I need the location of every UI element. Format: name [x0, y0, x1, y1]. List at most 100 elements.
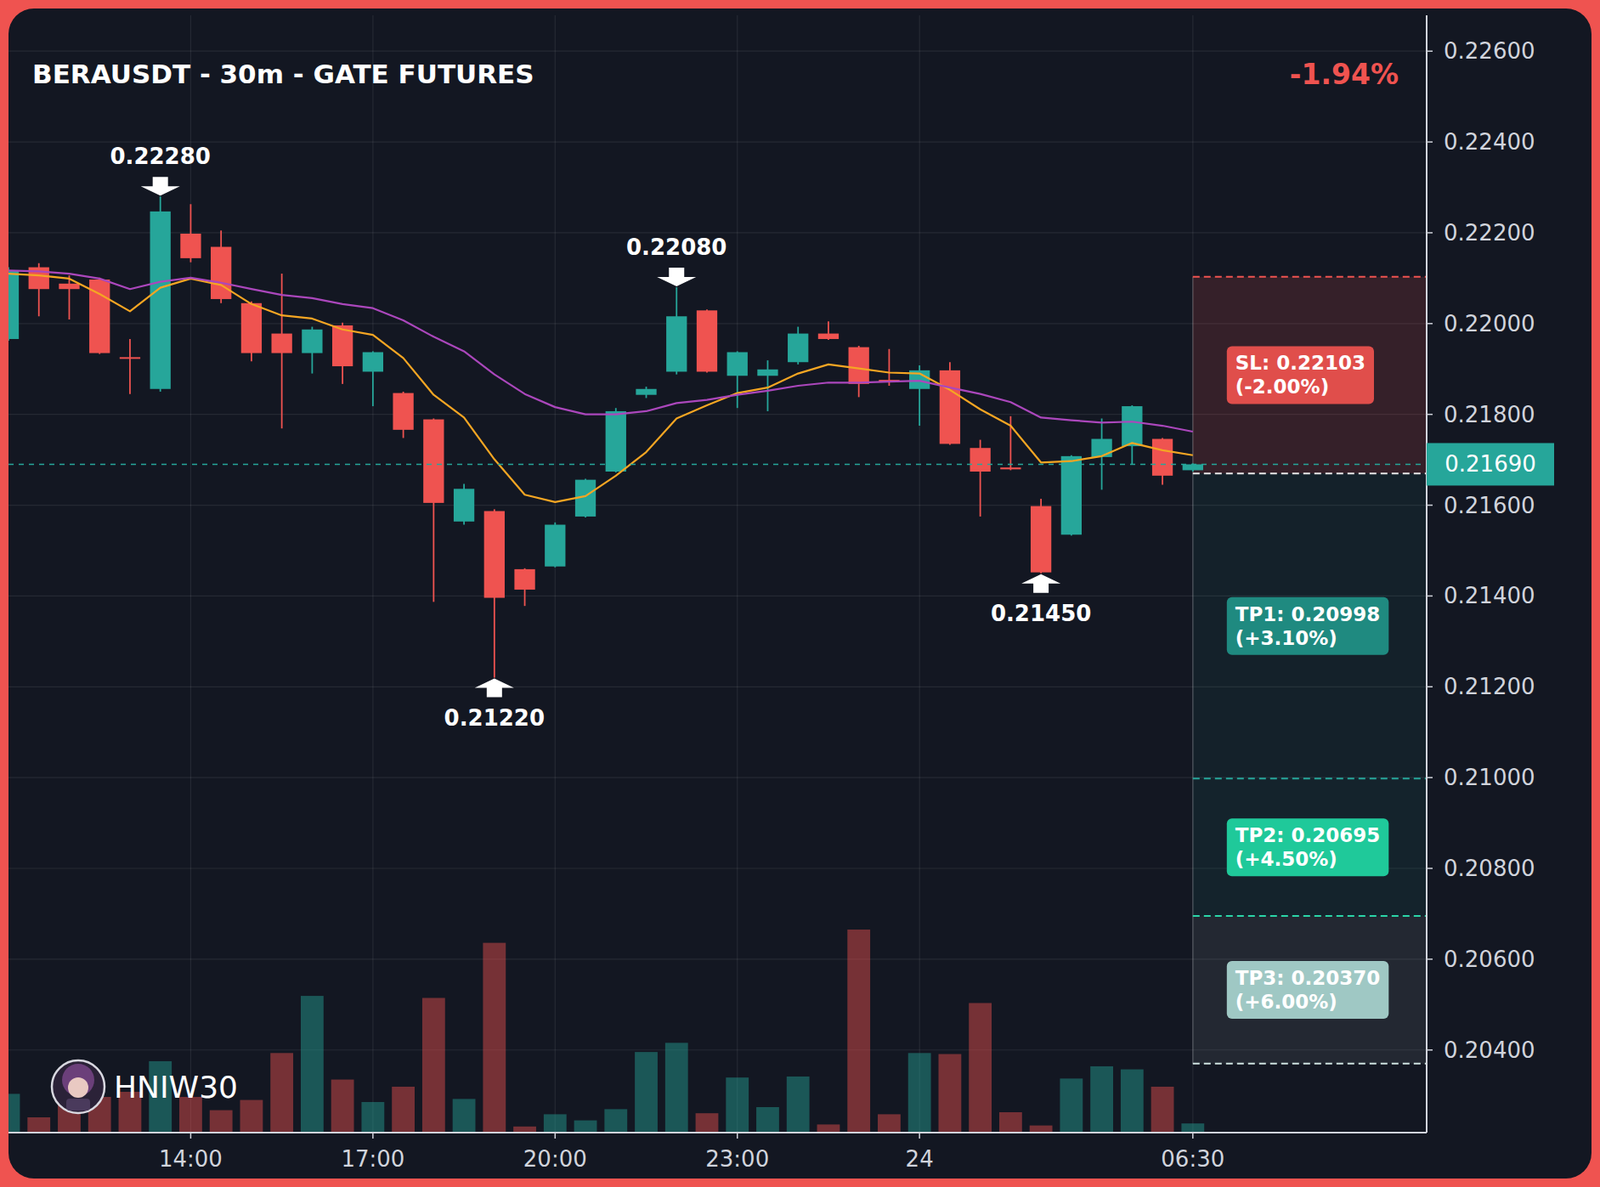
- entry-line: [1192, 472, 1427, 475]
- level-text: TP1: 0.20998: [1235, 603, 1381, 626]
- level-box: [1226, 597, 1390, 656]
- volume-bar: [847, 929, 871, 1133]
- level-box: [1226, 345, 1374, 404]
- grid: [8, 15, 1427, 1133]
- x-tick: [190, 1132, 193, 1139]
- volume-bar: [574, 1120, 598, 1133]
- annotation-label: 0.21450: [990, 600, 1092, 627]
- volume-bar: [968, 1002, 992, 1133]
- candle-body: [818, 333, 839, 340]
- watermark-text: HNIW30: [113, 1069, 238, 1105]
- x-tick-label: 06:30: [1160, 1146, 1225, 1172]
- volume-bar: [543, 1113, 567, 1133]
- avatar: [51, 1060, 105, 1114]
- annotation-label: 0.21220: [444, 705, 545, 731]
- volume-bar: [361, 1102, 385, 1133]
- grid-line-x: [372, 15, 374, 1133]
- candle-body: [119, 356, 141, 359]
- candle-body: [848, 347, 870, 385]
- level-box: [1226, 818, 1390, 877]
- y-tick: [1426, 1049, 1433, 1052]
- candle-body: [1121, 406, 1143, 447]
- x-tick: [1192, 1132, 1194, 1139]
- x-tick: [554, 1132, 557, 1139]
- grid-line-x: [919, 15, 921, 1133]
- volume-bar: [938, 1054, 962, 1133]
- volume-bar: [756, 1107, 780, 1133]
- volume-bar: [999, 1112, 1023, 1133]
- y-tick-label: 0.22400: [1443, 129, 1536, 155]
- y-tick: [1426, 958, 1433, 961]
- annotation-arrow: [1021, 574, 1061, 594]
- ma-line: [8, 273, 1193, 503]
- y-tick-label: 0.22200: [1443, 220, 1536, 246]
- candle-body: [210, 247, 232, 300]
- y-tick: [1426, 867, 1433, 870]
- y-tick-label: 0.20800: [1443, 855, 1536, 882]
- volume-bar: [391, 1086, 415, 1133]
- volume-bar: [817, 1124, 841, 1133]
- x-tick-label: 24: [905, 1146, 934, 1172]
- annotation-arrow: [141, 176, 181, 196]
- sl-zone: [1192, 277, 1427, 474]
- candle-body: [301, 329, 323, 354]
- watermark: HNIW30: [51, 1060, 238, 1114]
- candle-body: [757, 369, 778, 376]
- level-label: TP2: 0.20695(+4.50%): [1226, 818, 1390, 877]
- tp3-zone: [1192, 915, 1427, 1064]
- change-label: -1.94%: [1289, 57, 1399, 91]
- level-text: TP3: 0.20370: [1235, 966, 1381, 990]
- plot-area: [8, 196, 1427, 1133]
- candle-body: [1091, 439, 1112, 458]
- zone-edge: [1192, 277, 1194, 1064]
- volume-bar: [331, 1079, 355, 1133]
- candle-body: [969, 447, 990, 472]
- candle-body: [1152, 439, 1173, 476]
- candle-body: [514, 569, 535, 590]
- y-tick: [1426, 686, 1433, 689]
- grid-line-x: [1192, 15, 1193, 1133]
- last-price-label: 0.21690: [1444, 451, 1537, 477]
- y-tick: [1426, 141, 1433, 143]
- volume-bar: [422, 997, 446, 1133]
- level-label: TP1: 0.20998(+3.10%): [1226, 597, 1390, 656]
- level-pct: (-2.00%): [1235, 375, 1329, 398]
- level-label: SL: 0.22103(-2.00%): [1226, 345, 1374, 404]
- annotation: 0.22280: [109, 143, 210, 196]
- x-tick-label: 14:00: [158, 1146, 223, 1172]
- chart: 0.204000.206000.208000.210000.212000.214…: [0, 0, 1600, 1187]
- x-tick: [372, 1132, 374, 1139]
- y-tick: [1426, 413, 1433, 416]
- y-tick: [1426, 231, 1433, 234]
- grid-line-y: [8, 141, 1427, 142]
- candle-body: [1000, 467, 1021, 470]
- avatar-face: [67, 1077, 89, 1098]
- candle-body: [1061, 456, 1082, 535]
- frame: [0, 0, 1600, 1187]
- y-tick-label: 0.21000: [1443, 764, 1536, 791]
- volume-bar: [725, 1077, 749, 1133]
- avatar-body: [66, 1098, 91, 1111]
- candle-body: [605, 411, 627, 472]
- candle-body: [787, 333, 809, 363]
- x-axis-line: [8, 1131, 1427, 1134]
- candle-body: [453, 488, 475, 521]
- candle-body: [727, 351, 748, 376]
- volume-bar: [270, 1052, 294, 1133]
- volume-bar: [877, 1113, 901, 1133]
- volume-bar: [695, 1113, 719, 1133]
- candle-wick: [68, 275, 71, 320]
- annotation-arrow: [474, 678, 515, 698]
- candle-body: [8, 270, 19, 340]
- level-pct: (+6.00%): [1235, 990, 1338, 1013]
- volume-bar: [482, 943, 506, 1133]
- grid-line-x: [190, 15, 192, 1133]
- candle-body: [180, 233, 201, 259]
- volume-bar: [240, 1100, 264, 1133]
- grid-line-y: [8, 50, 1427, 52]
- level-text: SL: 0.22103: [1235, 351, 1366, 374]
- level-line: [1192, 276, 1427, 278]
- level-line: [1192, 915, 1427, 917]
- volume-bar: [1059, 1078, 1083, 1133]
- candle-body: [1030, 506, 1052, 573]
